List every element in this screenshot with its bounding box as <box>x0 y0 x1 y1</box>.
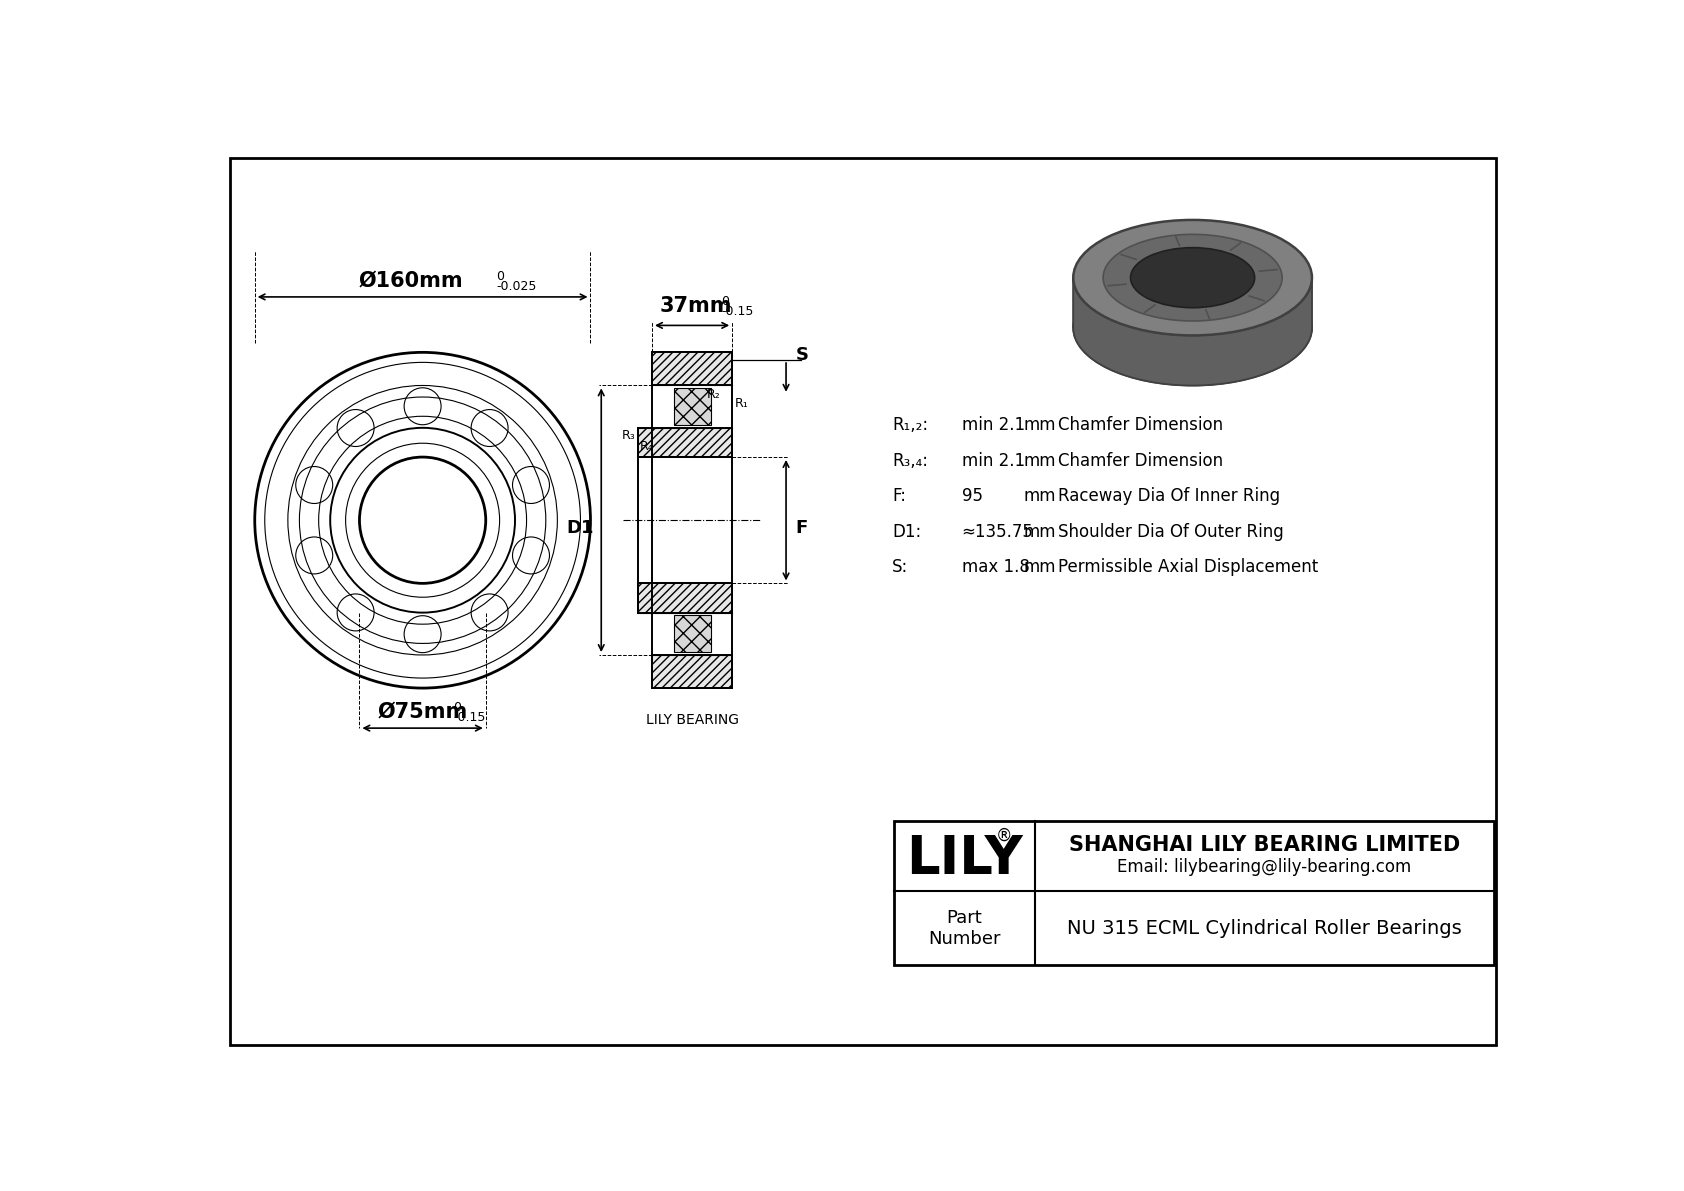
Text: Ø160mm: Ø160mm <box>359 270 463 291</box>
Text: ≈135.75: ≈135.75 <box>962 523 1034 541</box>
Polygon shape <box>1073 278 1312 386</box>
Ellipse shape <box>1130 298 1255 357</box>
Text: -0.15: -0.15 <box>453 711 485 724</box>
Polygon shape <box>674 388 711 425</box>
Text: mm: mm <box>1024 523 1056 541</box>
Text: min 2.1: min 2.1 <box>962 417 1026 435</box>
Ellipse shape <box>1130 248 1255 307</box>
Text: max 1.8: max 1.8 <box>962 557 1029 576</box>
Polygon shape <box>1073 278 1180 382</box>
Text: Chamfer Dimension: Chamfer Dimension <box>1058 451 1223 469</box>
Ellipse shape <box>1073 270 1312 386</box>
Text: 0: 0 <box>721 295 729 308</box>
Text: Shoulder Dia Of Outer Ring: Shoulder Dia Of Outer Ring <box>1058 523 1283 541</box>
Text: 37mm: 37mm <box>660 297 733 316</box>
Text: Raceway Dia Of Inner Ring: Raceway Dia Of Inner Ring <box>1058 487 1280 505</box>
Text: 0: 0 <box>453 701 461 715</box>
Text: Part
Number: Part Number <box>928 909 1000 948</box>
Polygon shape <box>674 616 711 653</box>
Text: min 2.1: min 2.1 <box>962 451 1026 469</box>
Text: 95: 95 <box>962 487 982 505</box>
Text: NU 315 ECML Cylindrical Roller Bearings: NU 315 ECML Cylindrical Roller Bearings <box>1068 918 1462 937</box>
Text: D1:: D1: <box>893 523 921 541</box>
Text: R₃,₄:: R₃,₄: <box>893 451 928 469</box>
Text: Email: lilybearing@lily-bearing.com: Email: lilybearing@lily-bearing.com <box>1118 858 1411 875</box>
Text: D1: D1 <box>566 519 593 537</box>
Ellipse shape <box>1073 220 1312 336</box>
Text: R₁,₂:: R₁,₂: <box>893 417 928 435</box>
Text: F: F <box>795 519 808 537</box>
Text: mm: mm <box>1024 487 1056 505</box>
Text: R₁: R₁ <box>736 398 749 411</box>
Polygon shape <box>638 428 733 457</box>
Text: SHANGHAI LILY BEARING LIMITED: SHANGHAI LILY BEARING LIMITED <box>1069 835 1460 855</box>
Text: LILY: LILY <box>906 833 1022 885</box>
Text: R₄: R₄ <box>640 439 653 453</box>
Text: F:: F: <box>893 487 906 505</box>
Text: mm: mm <box>1024 417 1056 435</box>
Text: Permissible Axial Displacement: Permissible Axial Displacement <box>1058 557 1319 576</box>
Polygon shape <box>652 655 733 688</box>
Text: Ø75mm: Ø75mm <box>377 701 468 722</box>
Text: -0.15: -0.15 <box>721 305 754 318</box>
Text: Chamfer Dimension: Chamfer Dimension <box>1058 417 1223 435</box>
Text: R₃: R₃ <box>621 429 635 442</box>
Text: R₂: R₂ <box>707 388 721 401</box>
Polygon shape <box>638 584 733 612</box>
Text: mm: mm <box>1024 557 1056 576</box>
Text: 0: 0 <box>497 270 505 283</box>
Text: S:: S: <box>893 557 909 576</box>
Text: mm: mm <box>1024 451 1056 469</box>
Text: ®: ® <box>997 827 1012 844</box>
Ellipse shape <box>1103 235 1282 322</box>
Polygon shape <box>1204 278 1312 382</box>
Text: S: S <box>795 345 808 364</box>
Polygon shape <box>652 353 733 386</box>
Text: LILY BEARING: LILY BEARING <box>645 712 739 727</box>
Text: -0.025: -0.025 <box>497 280 537 293</box>
